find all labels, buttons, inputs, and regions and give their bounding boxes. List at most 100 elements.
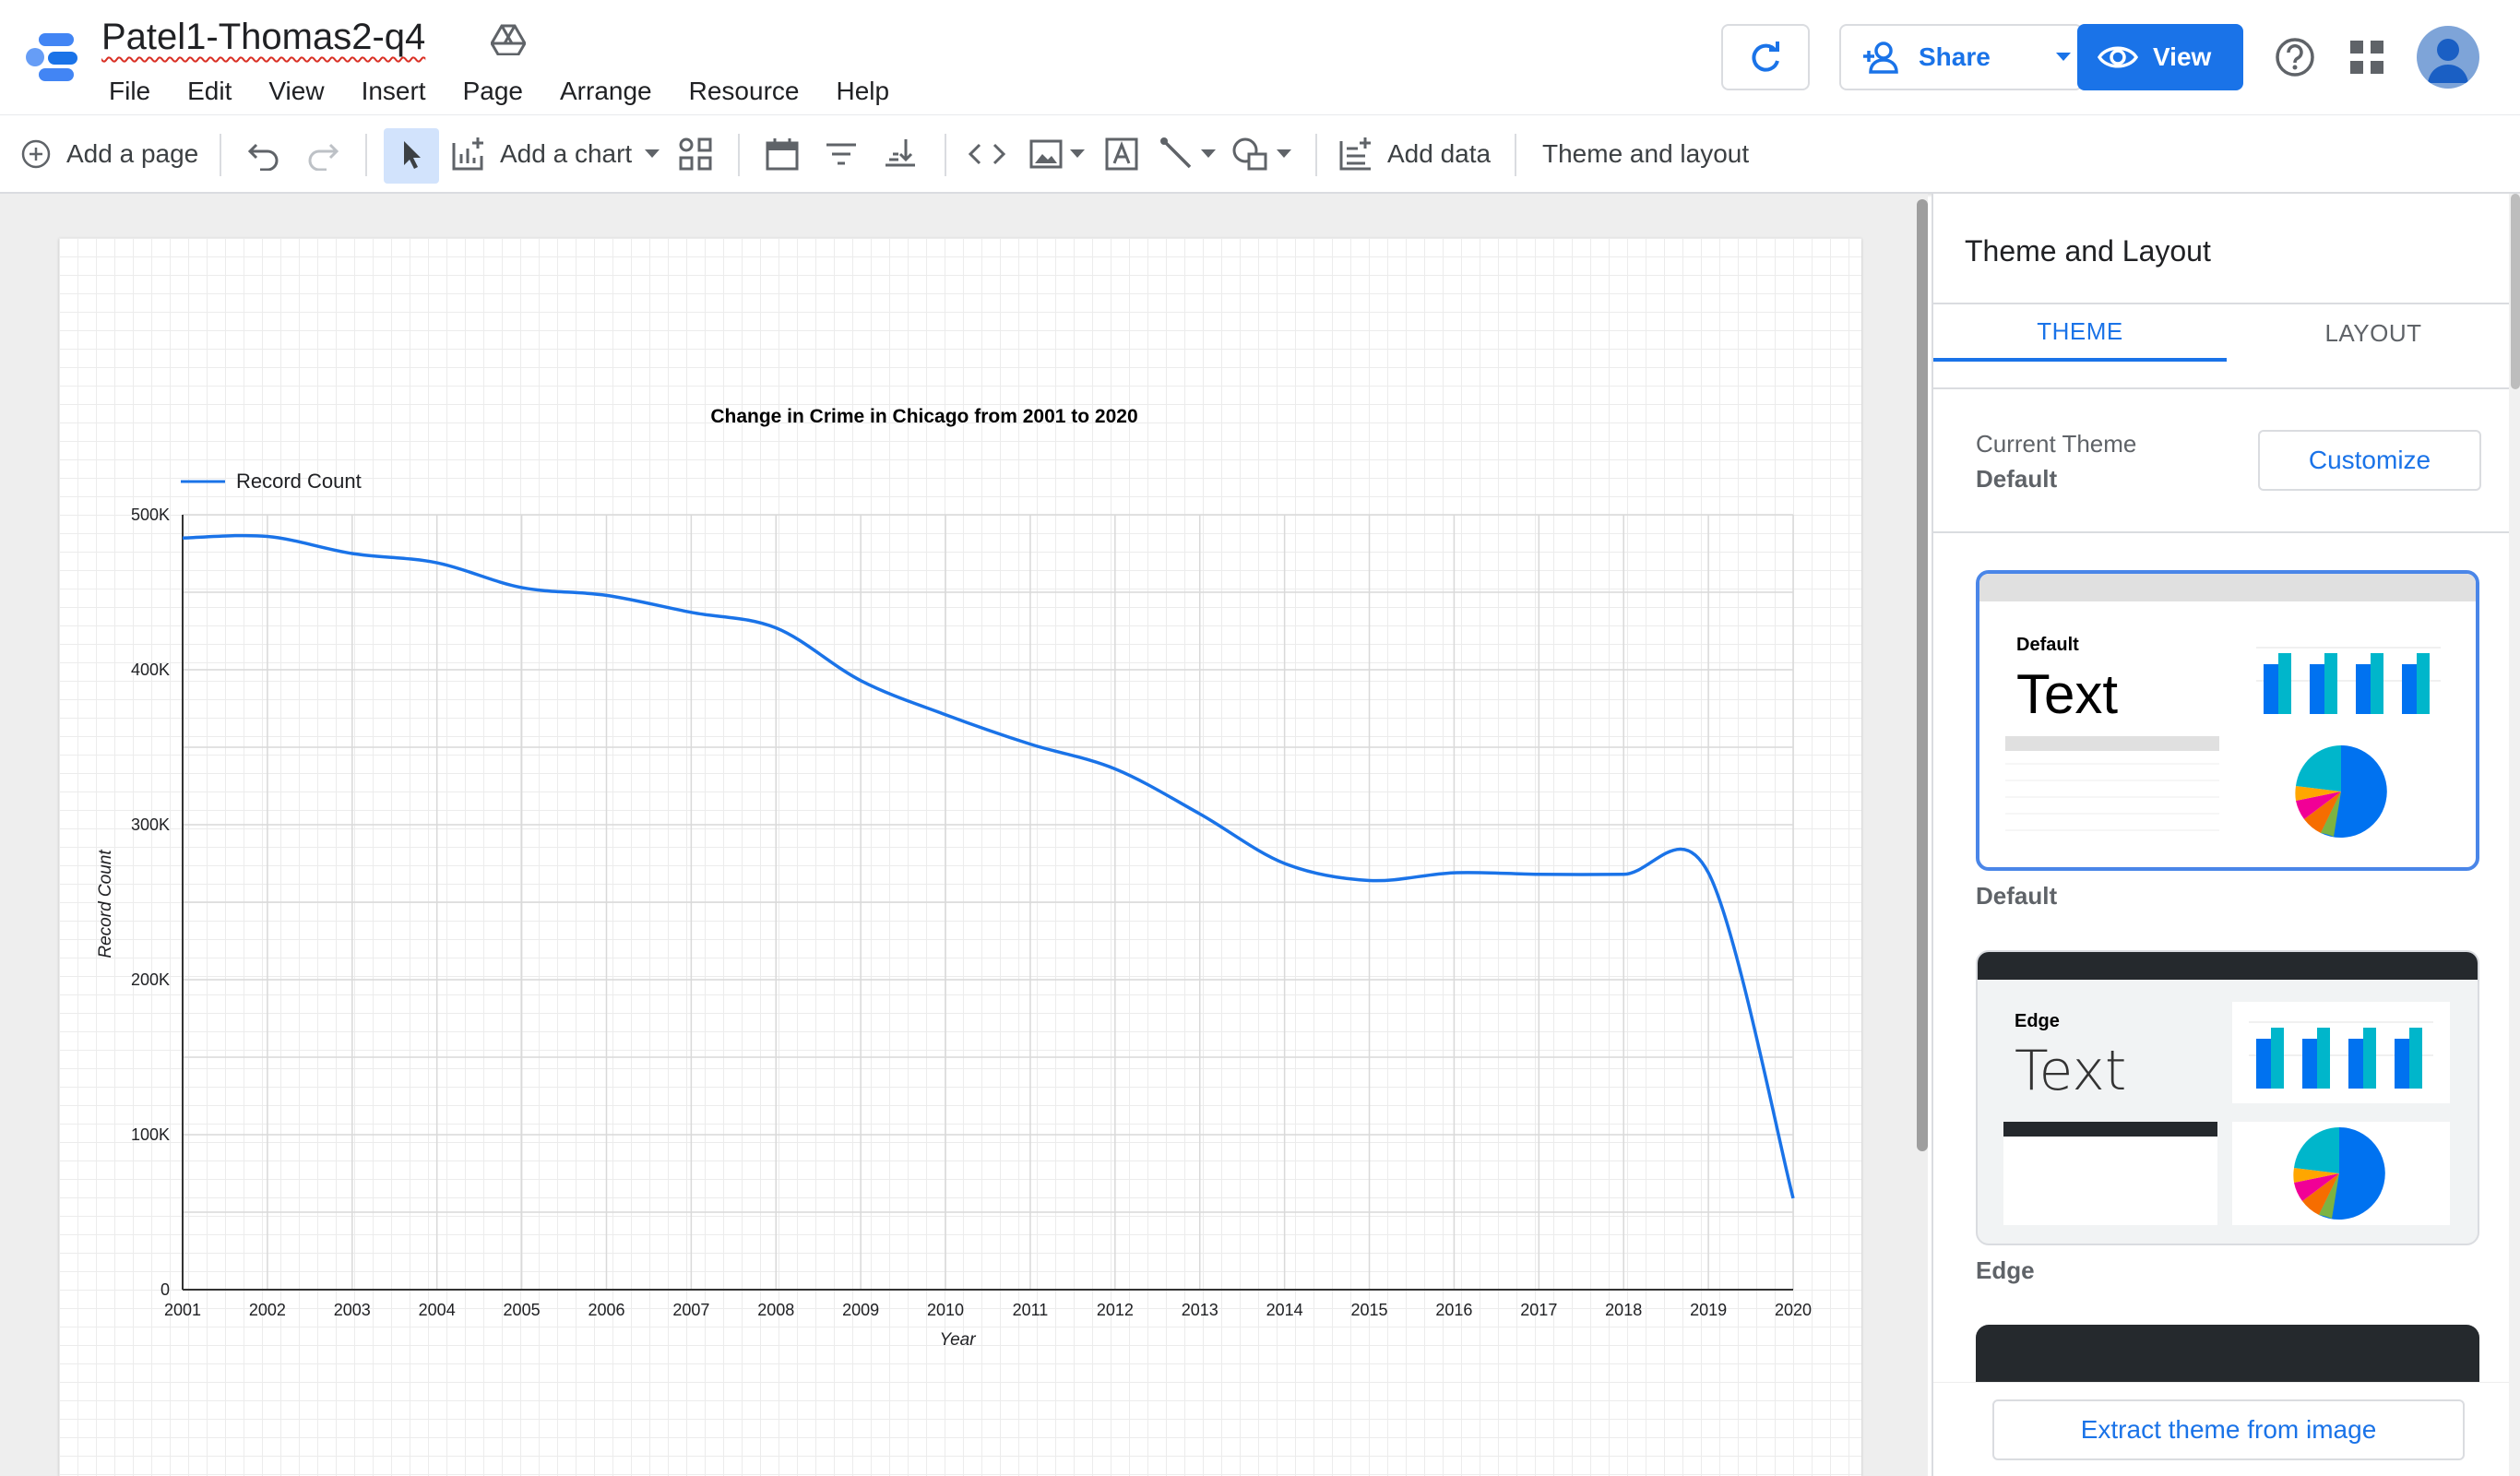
legend-label: Record Count (236, 470, 362, 493)
time-series-chart[interactable]: Change in Crime in Chicago from 2001 to … (59, 238, 1861, 1476)
y-tick-label: 100K (131, 1125, 170, 1144)
panel-scrollbar[interactable] (2509, 194, 2520, 1476)
x-tick-label: 2014 (1266, 1301, 1303, 1319)
text-box-button[interactable] (1103, 115, 1140, 193)
theme-name-edge: Edge (1976, 1256, 2035, 1284)
menu-help[interactable]: Help (836, 77, 890, 105)
theme-card-default[interactable]: Default Text (1976, 570, 2479, 871)
menu-view[interactable]: View (268, 77, 325, 105)
x-tick-label: 2007 (672, 1301, 709, 1319)
report-page[interactable] (59, 238, 1861, 1476)
share-label: Share (1919, 42, 1991, 71)
series-line-record-count[interactable] (182, 533, 1795, 1199)
data-control-button[interactable] (882, 115, 919, 193)
shape-button[interactable] (1230, 115, 1291, 193)
theme-card-table-header (2005, 736, 2219, 751)
y-tick-label: 200K (131, 970, 170, 989)
view-button[interactable]: View (2077, 24, 2243, 90)
x-tick-label: 2020 (1775, 1301, 1812, 1319)
undo-button[interactable] (247, 115, 280, 193)
add-person-icon (1863, 42, 1898, 74)
refresh-data-button[interactable] (1721, 24, 1810, 90)
x-tick-label: 2013 (1182, 1301, 1218, 1319)
add-page-button[interactable]: Add a page (20, 115, 198, 193)
add-control-button[interactable] (677, 115, 714, 193)
share-button[interactable]: Share (1839, 24, 2048, 90)
menu-insert[interactable]: Insert (361, 77, 426, 105)
apps-grid-icon[interactable] (2348, 39, 2385, 76)
filter-control-button[interactable] (823, 115, 860, 193)
line-button[interactable] (1159, 115, 1216, 193)
menu-page[interactable]: Page (462, 77, 523, 105)
theme-card-sample-text: Text (2015, 1039, 2127, 1103)
x-tick-label: 2011 (1013, 1301, 1049, 1319)
user-avatar[interactable] (2417, 26, 2479, 89)
chart-legend[interactable]: Record Count (181, 470, 362, 493)
menu-file[interactable]: File (109, 77, 151, 105)
x-tick-label: 2018 (1605, 1301, 1642, 1319)
report-title[interactable]: Patel1-Thomas2-q4 (101, 17, 426, 57)
select-tool[interactable] (397, 115, 426, 193)
share-dropdown-button[interactable] (2046, 24, 2083, 90)
view-label: View (2153, 42, 2212, 71)
x-tick-label: 2003 (334, 1301, 371, 1319)
image-button[interactable] (1028, 115, 1085, 193)
text-box-icon (1105, 137, 1138, 171)
add-chart-icon (452, 137, 483, 171)
shapes-icon (1232, 137, 1267, 171)
eye-icon (2098, 46, 2138, 68)
y-axis-label: Record Count (96, 850, 115, 958)
theme-card-heading: Default (2016, 635, 2079, 655)
help-icon[interactable] (2275, 37, 2315, 77)
google-drive-icon[interactable] (491, 24, 526, 55)
redo-button[interactable] (306, 115, 339, 193)
redo-icon (308, 143, 339, 171)
x-tick-label: 2009 (842, 1301, 879, 1319)
canvas-scrollbar[interactable] (1917, 199, 1928, 1151)
theme-layout-label: Theme and layout (1542, 139, 1750, 168)
panel-scrollbar-thumb[interactable] (2511, 194, 2520, 389)
looker-studio-logo-icon[interactable] (24, 30, 81, 85)
theme-pie-chart-icon (2293, 1127, 2385, 1220)
menu-edit[interactable]: Edit (187, 77, 232, 105)
menu-arrange[interactable]: Arrange (560, 77, 652, 105)
theme-name-default: Default (1976, 882, 2058, 910)
theme-table-icon (2005, 763, 2219, 831)
current-theme-value: Default (1976, 465, 2058, 493)
panel-divider (1933, 387, 2509, 389)
theme-bar-chart-icon (2256, 647, 2441, 714)
caret-down-icon (1277, 149, 1291, 158)
current-theme-label: Current Theme (1976, 430, 2137, 458)
add-data-button[interactable]: Add data (1337, 115, 1491, 193)
theme-layout-button[interactable]: Theme and layout (1542, 115, 1749, 193)
theme-card-table-bg (2003, 1137, 2217, 1225)
embed-url-button[interactable] (967, 115, 1007, 193)
add-chart-label: Add a chart (500, 139, 633, 168)
y-tick-label: 300K (131, 815, 170, 834)
x-tick-label: 2004 (419, 1301, 456, 1319)
menu-resource[interactable]: Resource (688, 77, 800, 105)
x-tick-label: 2017 (1520, 1301, 1557, 1319)
extract-theme-button[interactable]: Extract theme from image (1992, 1399, 2465, 1460)
add-data-icon (1339, 137, 1371, 171)
theme-layout-panel: Theme and Layout THEME LAYOUT Current Th… (1932, 194, 2520, 1476)
toolbar-divider (1315, 134, 1317, 176)
customize-button[interactable]: Customize (2258, 430, 2481, 491)
theme-pie-chart-icon (2295, 745, 2387, 838)
app-header: Patel1-Thomas2-q4 File Edit View Insert … (0, 0, 2520, 114)
add-chart-button[interactable]: Add a chart (450, 115, 660, 193)
toolbar-divider (220, 134, 221, 176)
y-tick-label: 400K (131, 661, 170, 679)
data-control-icon (886, 139, 915, 167)
tab-theme[interactable]: THEME (1933, 304, 2227, 362)
caret-down-icon (645, 149, 660, 158)
theme-card-heading: Edge (2015, 1011, 2060, 1031)
theme-bar-chart-icon (2249, 1021, 2433, 1089)
x-tick-label: 2005 (504, 1301, 541, 1319)
x-axis-label: Year (939, 1330, 976, 1350)
theme-card-edge[interactable]: Edge Text (1976, 950, 2479, 1245)
date-range-button[interactable] (764, 115, 801, 193)
caret-down-icon (1201, 149, 1216, 158)
calendar-icon (766, 138, 799, 171)
tab-layout[interactable]: LAYOUT (2324, 318, 2422, 347)
